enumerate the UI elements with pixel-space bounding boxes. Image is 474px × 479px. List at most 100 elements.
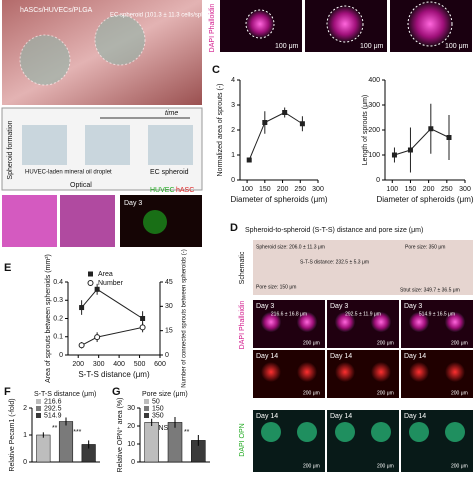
y-tick-label: 0.3 bbox=[53, 297, 63, 304]
spheroid bbox=[445, 362, 465, 382]
point bbox=[446, 135, 452, 140]
spheroid bbox=[261, 312, 281, 332]
caption: EC spheroid (101.3 ± 11.3 cells/spheroid… bbox=[110, 13, 220, 19]
schematic bbox=[253, 240, 473, 295]
point bbox=[391, 152, 397, 158]
y-tick-label: 30 bbox=[127, 405, 135, 412]
label: Strut size: 349.7 ± 36.5 μm bbox=[400, 287, 460, 293]
spheroid bbox=[335, 312, 355, 332]
legend-label: 216.6 bbox=[44, 398, 62, 405]
y-axis-label: Relative OPN⁺ area (%) bbox=[117, 398, 124, 473]
label: DAPI Phalloidin bbox=[209, 4, 216, 53]
scale-label: 100 μm bbox=[445, 43, 469, 50]
spheroid bbox=[335, 362, 355, 382]
point bbox=[246, 157, 252, 163]
label: Spheroid size: 206.0 ± 11.3 μm bbox=[256, 244, 325, 250]
spheroid bbox=[335, 422, 355, 442]
point bbox=[428, 126, 434, 132]
point bbox=[94, 286, 100, 292]
legend-label: 50 bbox=[152, 398, 160, 405]
legend-marker bbox=[88, 271, 93, 277]
spheroid bbox=[297, 422, 317, 442]
point bbox=[262, 120, 268, 125]
panel-label: F bbox=[4, 386, 11, 398]
y2-tick-label: 0 bbox=[165, 352, 169, 359]
spheroid bbox=[409, 312, 429, 332]
scaffold bbox=[148, 125, 193, 165]
scale-label: 200 μm bbox=[377, 463, 394, 469]
y-tick-label: 0.2 bbox=[53, 315, 63, 322]
y-tick-label: 1 bbox=[23, 432, 27, 439]
y-axis-label: Area of sprouts between spheroids (mm²) bbox=[45, 254, 52, 383]
line bbox=[248, 111, 303, 161]
label: Schematic bbox=[239, 251, 246, 284]
legend-swatch bbox=[36, 406, 41, 411]
label: Day 14 bbox=[256, 413, 278, 420]
legend-label: 150 bbox=[152, 405, 164, 412]
title: Spheroid-to-spheroid (S-T-S) distance an… bbox=[245, 227, 423, 234]
point bbox=[94, 334, 101, 341]
x-tick-label: 150 bbox=[405, 186, 417, 193]
y2-tick-label: 30 bbox=[165, 303, 173, 310]
annotation: NS bbox=[158, 425, 168, 432]
annotation: *** bbox=[73, 429, 81, 436]
x-tick-label: 400 bbox=[113, 361, 125, 368]
y-tick-label: 4 bbox=[231, 77, 235, 84]
y2-tick-label: 45 bbox=[165, 279, 173, 286]
point bbox=[139, 324, 146, 331]
y-tick-label: 10 bbox=[127, 441, 135, 448]
scale-label: 100 μm bbox=[360, 43, 384, 50]
bar bbox=[36, 434, 51, 463]
label: Optical bbox=[70, 182, 92, 189]
point bbox=[299, 121, 305, 127]
label: Pore size: 350 μm bbox=[405, 244, 445, 250]
label: DAPI Phalloidin bbox=[239, 301, 246, 350]
scale-label: 100 μm bbox=[275, 43, 299, 50]
spheroid bbox=[409, 422, 429, 442]
micrograph bbox=[327, 410, 399, 472]
x-tick-label: 100 bbox=[386, 186, 398, 193]
legend-title: S-T-S distance (μm) bbox=[34, 391, 96, 398]
scale-label: 200 μm bbox=[303, 340, 320, 346]
y-tick-label: 0 bbox=[231, 177, 235, 184]
point bbox=[407, 147, 413, 153]
scale-label: 200 μm bbox=[451, 390, 468, 396]
point bbox=[140, 316, 146, 321]
spheroid bbox=[409, 362, 429, 382]
x-tick-label: 300 bbox=[312, 186, 324, 193]
label: Day 14 bbox=[256, 353, 278, 360]
x-tick-label: 100 bbox=[241, 186, 253, 193]
label: Day 3 bbox=[124, 200, 142, 207]
scale-label: 200 μm bbox=[303, 390, 320, 396]
y-tick-label: 300 bbox=[368, 102, 380, 109]
y-tick-label: 2 bbox=[23, 405, 27, 412]
spheroid bbox=[19, 34, 71, 86]
legend-label: 292.5 bbox=[44, 405, 62, 412]
x-tick-label: 600 bbox=[154, 361, 166, 368]
panel-label: D bbox=[230, 222, 238, 234]
point bbox=[78, 342, 85, 349]
spheroid bbox=[94, 14, 146, 66]
distance-label: 514.9 ± 16.5 μm bbox=[419, 311, 455, 317]
spheroid bbox=[297, 312, 317, 332]
y-axis-label: Relative Pecam1 (-fold) bbox=[9, 398, 16, 471]
scaffold bbox=[85, 125, 130, 165]
label: time bbox=[165, 110, 178, 117]
y-tick-label: 400 bbox=[368, 77, 380, 84]
panel-label: G bbox=[112, 386, 121, 398]
y-tick-label: 200 bbox=[368, 127, 380, 134]
spheroid bbox=[445, 422, 465, 442]
label: Pore size: 150 μm bbox=[256, 284, 296, 290]
legend-swatch bbox=[144, 413, 149, 418]
y-tick-label: 1 bbox=[231, 152, 235, 159]
title: hASCs/HUVECs/PLGA bbox=[20, 7, 93, 14]
bar bbox=[144, 422, 159, 463]
bar bbox=[167, 422, 183, 463]
point bbox=[79, 305, 85, 311]
x-tick-label: 200 bbox=[72, 361, 84, 368]
x-axis-label: S-T-S distance (μm) bbox=[78, 370, 150, 379]
legend-marker bbox=[87, 280, 94, 286]
bar bbox=[58, 421, 74, 463]
y-tick-label: 3 bbox=[231, 102, 235, 109]
photo bbox=[2, 195, 57, 247]
